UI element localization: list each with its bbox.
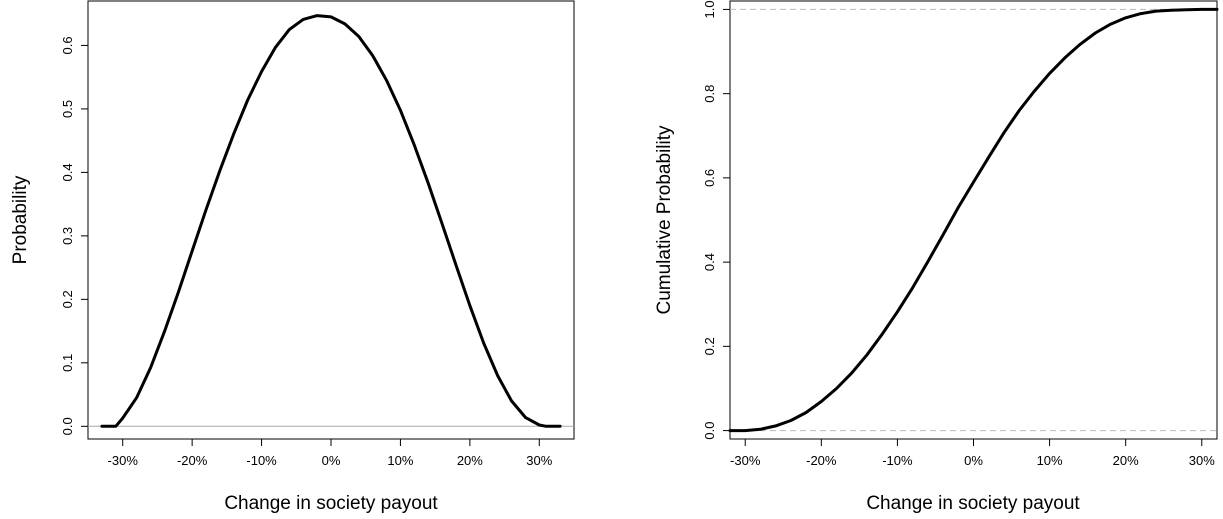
cdf-x-tick-label: -10%	[882, 453, 913, 468]
pdf-y-axis-title: Probability	[10, 175, 31, 264]
pdf-chart: -30% -20% -10% 0% 10% 20% 30% 0.00.10.20.30.40…	[10, 0, 575, 514]
cdf-y-tick-label: 1.0	[702, 0, 717, 18]
pdf-series-line-0	[100, 14, 562, 428]
pdf-series-group	[100, 14, 562, 428]
cdf-x-axis: -30% -20% -10% 0% 10% 20% 30%	[730, 439, 1215, 468]
pdf-y-tick-label: 0.3	[60, 227, 75, 245]
cdf-series-group	[728, 7, 1219, 433]
cdf-plot-frame	[729, 0, 1218, 440]
cdf-series-line-0	[728, 7, 1219, 433]
pdf-y-tick-label: 0.2	[60, 290, 75, 308]
cdf-y-tick-label: 0.0	[702, 422, 717, 440]
pdf-x-tick-label: -20%	[177, 453, 208, 468]
cdf-y-tick-label: 0.8	[702, 85, 717, 103]
pdf-x-tick-label: -30%	[108, 453, 139, 468]
pdf-y-tick-label: 0.4	[60, 163, 75, 181]
cdf-x-tick-label: 20%	[1113, 453, 1139, 468]
pdf-x-tick-label: 20%	[457, 453, 483, 468]
cdf-chart: -30% -20% -10% 0% 10% 20% 30% 0.0 0.2 0.4 0.6 0.8 1…	[654, 0, 1219, 514]
pdf-x-tick-label: 10%	[387, 453, 413, 468]
cdf-x-tick-label: 10%	[1037, 453, 1063, 468]
cdf-y-tick-label: 0.2	[702, 337, 717, 355]
cdf-y-tick-label: 0.6	[702, 169, 717, 187]
pdf-y-axis: 0.0 0.1 0.2 0.3 0.4 0.5 0.6	[60, 36, 88, 435]
pdf-y-tick-label: 0.6	[60, 36, 75, 54]
cdf-x-tick-label: -20%	[806, 453, 837, 468]
pdf-y-tick-label: 0.1	[60, 354, 75, 372]
cdf-reference-lines	[730, 8, 1217, 432]
cdf-x-tick-label: 0%	[964, 453, 983, 468]
cdf-x-axis-title: Change in society payout	[866, 493, 1080, 514]
pdf-y-tick-label: 0.5	[60, 100, 75, 118]
cdf-y-axis-title: Cumulative Probability	[654, 125, 675, 315]
pdf-x-axis-title: Change in society payout	[224, 493, 438, 514]
cdf-y-tick-label: 0.4	[702, 253, 717, 271]
pdf-x-tick-label: 30%	[526, 453, 552, 468]
cdf-y-axis: 0.0 0.2 0.4 0.6 0.8 1.0	[702, 0, 730, 440]
pdf-x-tick-label: 0%	[322, 453, 341, 468]
pdf-x-tick-label: -10%	[246, 453, 277, 468]
cdf-x-tick-label: -30%	[730, 453, 761, 468]
pdf-plot-frame	[87, 0, 575, 440]
cdf-x-tick-label: 30%	[1189, 453, 1215, 468]
pdf-x-axis: -30% -20% -10% 0% 10% 20% 30%	[108, 439, 553, 468]
pdf-y-tick-label: 0.0	[60, 417, 75, 435]
